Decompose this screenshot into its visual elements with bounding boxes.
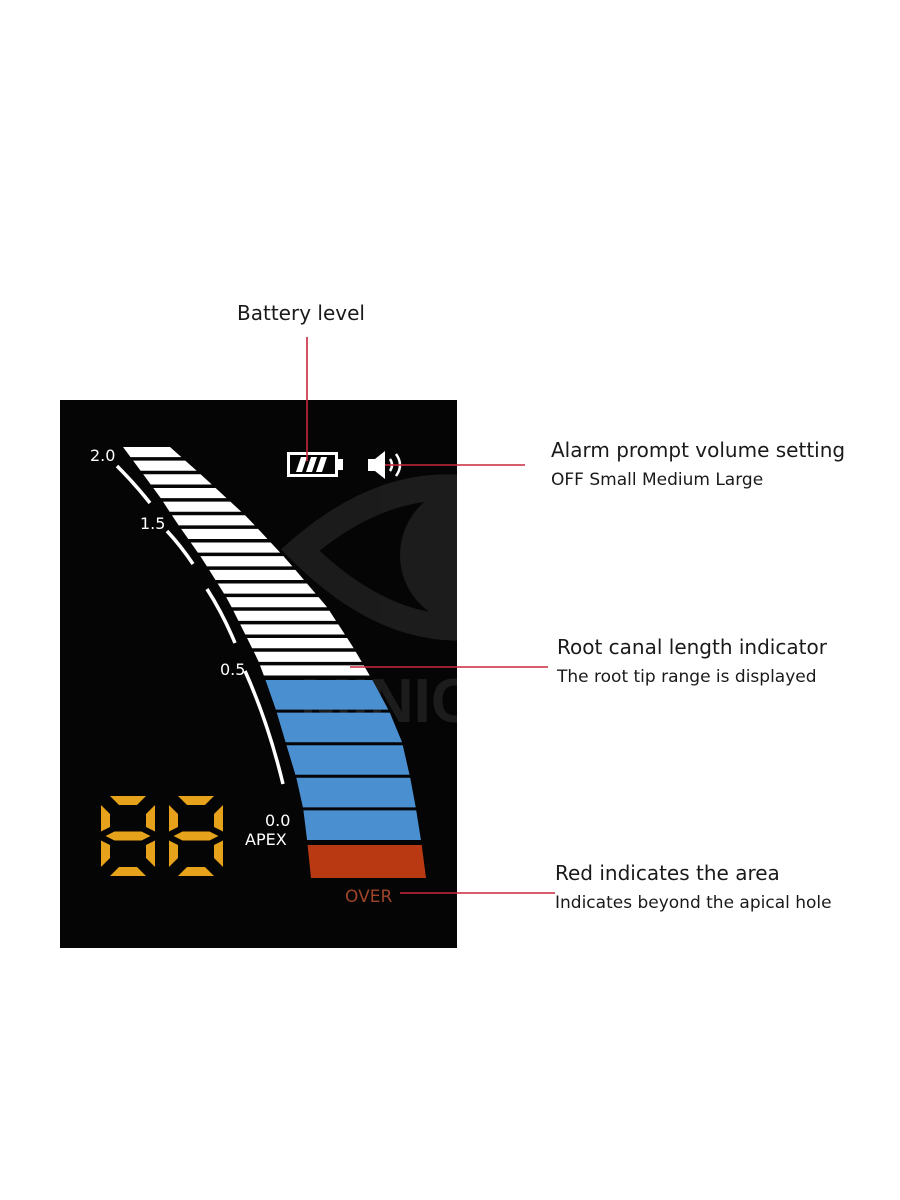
length-segment-white bbox=[143, 474, 212, 485]
length-callout-title: Root canal length indicator bbox=[557, 635, 827, 659]
over-callout-title: Red indicates the area bbox=[555, 861, 780, 885]
digit-segment bbox=[214, 805, 223, 832]
digit-segment bbox=[178, 796, 214, 805]
scale-segment bbox=[243, 670, 285, 785]
scale-arc bbox=[115, 464, 285, 785]
callout-lines bbox=[306, 337, 555, 894]
scale-label-2-0: 2.0 bbox=[90, 446, 115, 465]
length-segment-white bbox=[190, 542, 281, 553]
length-segment-white bbox=[226, 597, 328, 608]
digits-value: 88 bbox=[0, 0, 2, 1]
scale-label-0-0: 0.0 bbox=[265, 811, 290, 830]
length-segment-blue bbox=[276, 712, 403, 743]
length-segment-white bbox=[233, 610, 337, 621]
over-callout-subtitle: Indicates beyond the apical hole bbox=[555, 893, 832, 913]
length-callout-subtitle: The root tip range is displayed bbox=[557, 667, 817, 687]
scale-segment bbox=[115, 464, 152, 505]
over-segment-red bbox=[307, 845, 426, 878]
length-segment-white bbox=[171, 515, 255, 526]
length-segment-white bbox=[209, 569, 304, 580]
battery-callout-title: Battery level bbox=[237, 301, 365, 325]
scale-label-1-5: 1.5 bbox=[140, 514, 165, 533]
seven-segment-digits bbox=[101, 796, 223, 876]
length-segment-white bbox=[247, 638, 354, 649]
digit-segment bbox=[146, 840, 155, 867]
length-segment-white bbox=[123, 447, 182, 458]
length-segment-white bbox=[260, 665, 370, 676]
digit-segment bbox=[173, 831, 219, 841]
digit-segment bbox=[214, 840, 223, 867]
digit-segment bbox=[110, 796, 146, 805]
length-segment-white bbox=[217, 583, 316, 594]
volume-callout-title: Alarm prompt volume setting bbox=[551, 438, 846, 462]
scale-segment bbox=[165, 529, 195, 565]
volume-callout-subtitle: OFF Small Medium Large bbox=[551, 470, 764, 490]
digit-segment bbox=[101, 805, 110, 832]
length-segment-blue bbox=[296, 777, 416, 808]
digit-segment bbox=[169, 840, 178, 867]
digit-segment bbox=[101, 840, 110, 867]
digit-segment bbox=[169, 805, 178, 832]
scale-label-0-5: 0.5 bbox=[220, 660, 245, 679]
length-segment-blue bbox=[286, 745, 410, 775]
digit-segment bbox=[105, 831, 151, 841]
length-indicator-bar bbox=[123, 447, 426, 878]
length-segment-white bbox=[240, 624, 345, 635]
digit-segment bbox=[110, 867, 146, 876]
length-segment-white bbox=[163, 501, 242, 512]
length-segment-white bbox=[181, 528, 268, 540]
length-segment-white bbox=[133, 460, 197, 471]
battery-icon bbox=[287, 452, 343, 477]
over-label: OVER bbox=[345, 887, 392, 907]
digit-segment bbox=[146, 805, 155, 832]
length-segment-white bbox=[153, 487, 227, 499]
length-segment-white bbox=[200, 556, 293, 567]
length-segment-blue bbox=[265, 680, 389, 710]
scale-segment bbox=[205, 588, 237, 644]
digit-segment bbox=[178, 867, 214, 876]
apex-label: APEX bbox=[245, 830, 287, 849]
length-segment-white bbox=[253, 651, 362, 662]
length-segment-blue bbox=[303, 810, 421, 840]
